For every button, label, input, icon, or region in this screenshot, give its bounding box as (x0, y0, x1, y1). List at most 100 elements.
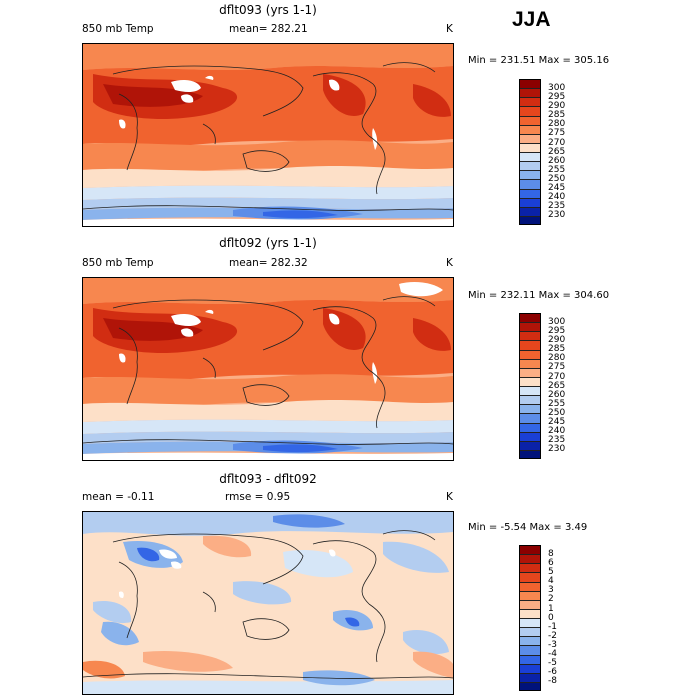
colorbar-tick: 2 (548, 594, 554, 604)
colorbar-swatch (520, 664, 540, 674)
colorbar-tick: 250 (548, 174, 566, 184)
panel-3-mean: mean = -0.11 (82, 491, 155, 503)
colorbar-tick: 300 (548, 317, 566, 327)
colorbar-swatch (520, 573, 540, 583)
panel-3-title: dflt093 - dflt092 (219, 472, 317, 486)
panel-1-title: dflt093 (yrs 1-1) (219, 3, 317, 17)
colorbar-swatch (520, 405, 540, 415)
panel-1-range: Min = 231.51 Max = 305.16 (468, 55, 610, 66)
colorbar-tick: 290 (548, 335, 566, 345)
colorbar-tick: 230 (548, 444, 566, 454)
colorbar-swatch (520, 80, 540, 90)
panel-2-mean: mean= 282.32 (229, 257, 308, 269)
colorbar-tick: -4 (548, 649, 557, 659)
colorbar-swatch (520, 198, 540, 208)
panel-2-units: K (446, 257, 453, 269)
colorbar-tick: 290 (548, 101, 566, 111)
colorbar-tick: 260 (548, 156, 566, 166)
colorbar-swatch (520, 314, 540, 324)
colorbar-swatch (520, 637, 540, 647)
colorbar-tick: 280 (548, 353, 566, 363)
colorbar-swatch (520, 414, 540, 424)
panel-3-range: Min = -5.54 Max = 3.49 (468, 522, 588, 533)
panel-1-colorbar (519, 79, 541, 225)
panel-1-mean: mean= 282.21 (229, 23, 308, 35)
colorbar-swatch (520, 341, 540, 351)
colorbar-tick: 255 (548, 399, 566, 409)
panel-1-variable: 850 mb Temp (82, 23, 154, 35)
colorbar-tick: 295 (548, 92, 566, 102)
colorbar-tick: 265 (548, 147, 566, 157)
colorbar-swatch (520, 171, 540, 181)
colorbar-swatch (520, 441, 540, 451)
colorbar-swatch (520, 387, 540, 397)
colorbar-swatch (520, 628, 540, 638)
colorbar-swatch (520, 655, 540, 665)
colorbar-swatch (520, 646, 540, 656)
panel-3-map (82, 511, 454, 695)
colorbar-swatch (520, 180, 540, 190)
colorbar-swatch (520, 600, 540, 610)
colorbar-tick: 245 (548, 417, 566, 427)
colorbar-tick: 245 (548, 183, 566, 193)
colorbar-tick: 0 (548, 613, 554, 623)
colorbar-swatch (520, 189, 540, 199)
colorbar-swatch (520, 323, 540, 333)
colorbar-swatch (520, 423, 540, 433)
colorbar-swatch (520, 682, 540, 690)
colorbar-tick: 295 (548, 326, 566, 336)
colorbar-tick: 255 (548, 165, 566, 175)
panel-3-rmse: rmse = 0.95 (225, 491, 291, 503)
colorbar-swatch (520, 107, 540, 117)
colorbar-tick: 5 (548, 567, 554, 577)
colorbar-tick: 3 (548, 585, 554, 595)
colorbar-tick: 275 (548, 128, 566, 138)
colorbar-swatch (520, 396, 540, 406)
colorbar-tick: 285 (548, 344, 566, 354)
colorbar-tick: 270 (548, 138, 566, 148)
colorbar-swatch (520, 89, 540, 99)
colorbar-swatch (520, 98, 540, 108)
colorbar-swatch (520, 609, 540, 619)
colorbar-swatch (520, 450, 540, 458)
colorbar-swatch (520, 134, 540, 144)
colorbar-tick: 6 (548, 558, 554, 568)
colorbar-swatch (520, 619, 540, 629)
season-label: JJA (512, 8, 551, 31)
colorbar-swatch (520, 216, 540, 224)
colorbar-tick: -3 (548, 640, 557, 650)
panel-2-map (82, 277, 454, 461)
colorbar-swatch (520, 555, 540, 565)
colorbar-swatch (520, 582, 540, 592)
colorbar-swatch (520, 153, 540, 163)
panel-1-map (82, 43, 454, 227)
colorbar-tick: 230 (548, 210, 566, 220)
panel-1-units: K (446, 23, 453, 35)
colorbar-swatch (520, 332, 540, 342)
colorbar-tick: 1 (548, 604, 554, 614)
colorbar-swatch (520, 125, 540, 135)
colorbar-swatch (520, 368, 540, 378)
panel-3-units: K (446, 491, 453, 503)
colorbar-tick: 270 (548, 372, 566, 382)
colorbar-swatch (520, 564, 540, 574)
colorbar-tick: -5 (548, 658, 557, 668)
colorbar-tick: 8 (548, 549, 554, 559)
colorbar-swatch (520, 673, 540, 683)
colorbar-tick: -6 (548, 667, 557, 677)
panel-2-variable: 850 mb Temp (82, 257, 154, 269)
colorbar-swatch (520, 432, 540, 442)
colorbar-swatch (520, 359, 540, 369)
panel-2-title: dflt092 (yrs 1-1) (219, 236, 317, 250)
panel-2-range: Min = 232.11 Max = 304.60 (468, 290, 610, 301)
colorbar-tick: 235 (548, 435, 566, 445)
colorbar-swatch (520, 591, 540, 601)
colorbar-swatch (520, 546, 540, 556)
colorbar-tick: 260 (548, 390, 566, 400)
colorbar-swatch (520, 377, 540, 387)
colorbar-tick: 265 (548, 381, 566, 391)
colorbar-swatch (520, 350, 540, 360)
colorbar-tick: 280 (548, 119, 566, 129)
colorbar-swatch (520, 207, 540, 217)
colorbar-tick: 275 (548, 362, 566, 372)
